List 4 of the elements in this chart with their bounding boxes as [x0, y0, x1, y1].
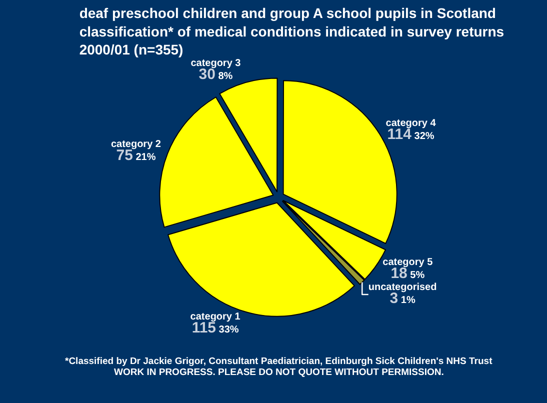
slice-label: category 2: [110, 139, 162, 150]
chart-title: deaf preschool children and group A school pupils in Scotland classification* of medical conditions indicated in survey returns 2000/01 (n=355): [79, 5, 504, 58]
text: WORK IN PROGRESS. PLEASE DO NOT QUOTE WITHOUT PERMISSION.: [114, 367, 444, 378]
text: *Classified by Dr Jackie Grigor, Consultant Paediatrician, Edinburgh Sick Children's NHS Trust: [65, 356, 494, 367]
